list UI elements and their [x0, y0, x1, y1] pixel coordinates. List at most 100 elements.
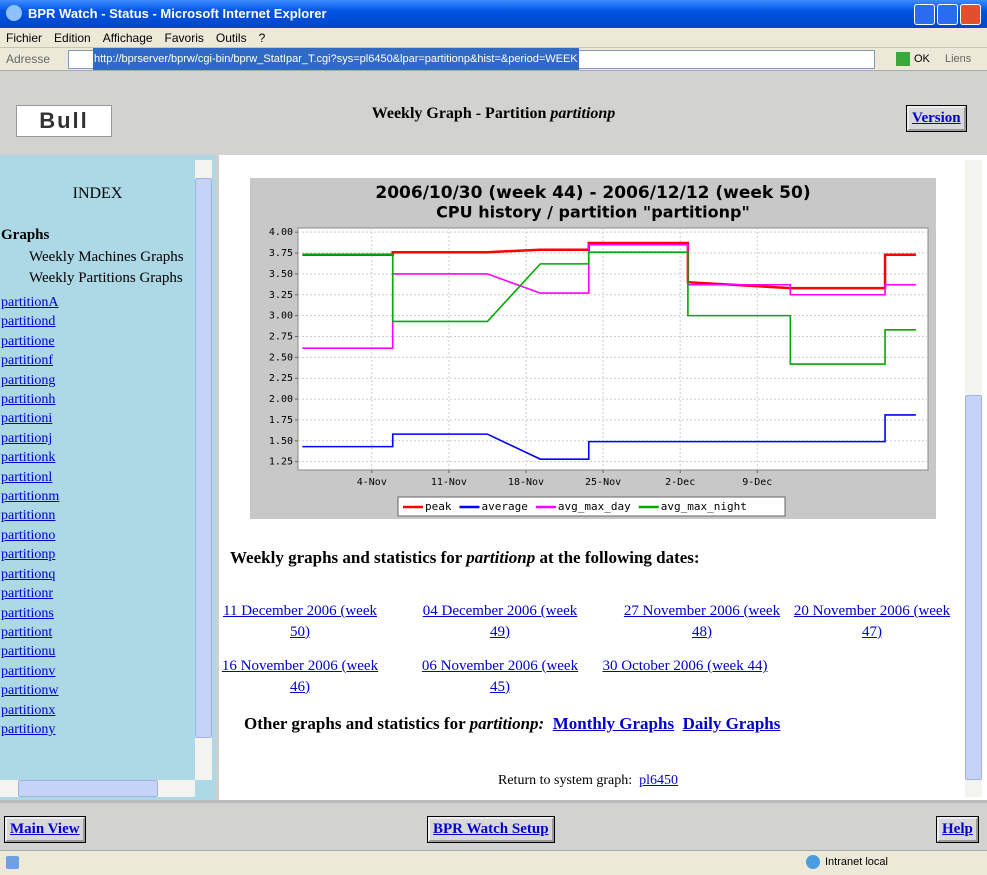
date-link[interactable]: 27 November 2006 (week 48): [623, 603, 781, 640]
links[interactable]: Liens: [945, 53, 972, 65]
page-title: Weekly Graph - Partition partitionp: [0, 105, 987, 123]
x-tick-label: 25-Nov: [585, 477, 621, 488]
partition-link[interactable]: partitione: [1, 333, 55, 349]
index-title: INDEX: [72, 185, 123, 202]
date-cell: 27 November 2006 (week 48): [617, 601, 787, 643]
daily-link[interactable]: Daily Graphs: [682, 714, 781, 733]
date-link[interactable]: 30 October 2006 (week 44): [602, 658, 768, 674]
partition-link[interactable]: partitiony: [1, 721, 56, 737]
partition-link[interactable]: partitionl: [1, 469, 53, 485]
menu-item[interactable]: Outils: [215, 31, 247, 45]
x-tick-label: 9-Dec: [742, 477, 772, 488]
legend-label: avg_max_day: [558, 500, 631, 513]
partition-link[interactable]: partitions: [1, 605, 54, 621]
menu-item[interactable]: Edition: [54, 31, 91, 45]
partition-link[interactable]: partitionA: [1, 295, 59, 310]
v-scrollbar[interactable]: [195, 160, 212, 780]
go[interactable]: OK: [914, 53, 930, 65]
y-tick-label: 4.00: [269, 227, 293, 238]
date-cell: 11 December 2006 (week 50): [215, 601, 385, 643]
x-tick-label: 4-Nov: [357, 477, 387, 488]
heading-end: at the following dates:: [535, 548, 700, 567]
partition-link[interactable]: partitionh: [1, 392, 56, 408]
index-item[interactable]: Weekly Machines Graphs: [29, 249, 184, 265]
title-em: partitionp: [550, 105, 616, 122]
y-tick-label: 1.25: [269, 457, 293, 468]
heading-text: Weekly graphs and statistics for: [230, 548, 467, 567]
setup-button[interactable]: BPR Watch Setup: [428, 817, 554, 842]
partition-link[interactable]: partitiono: [1, 527, 56, 543]
y-tick-label: 2.00: [269, 394, 293, 405]
partition-link[interactable]: partitiont: [1, 624, 53, 640]
partition-link[interactable]: partitionn: [1, 508, 56, 524]
maximize[interactable]: [937, 4, 958, 25]
date-link[interactable]: 20 November 2006 (week 47): [793, 603, 951, 640]
partition-link[interactable]: partitiong: [1, 372, 56, 388]
menu-item[interactable]: ?: [258, 31, 266, 45]
status-icon: [6, 856, 19, 869]
version-button[interactable]: Version: [907, 106, 966, 131]
go-icon[interactable]: [896, 52, 910, 66]
y-tick-label: 3.00: [269, 311, 293, 322]
dates-heading: Weekly graphs and statistics for partiti…: [230, 548, 700, 568]
v-scrollbar[interactable]: [965, 160, 982, 797]
scroll-thumb[interactable]: [965, 395, 982, 780]
x-tick-label: 18-Nov: [508, 477, 544, 488]
date-link[interactable]: 06 November 2006 (week 45): [421, 658, 579, 695]
address-label: Adresse: [6, 52, 51, 66]
partition-link[interactable]: partitionv: [1, 663, 56, 679]
h-scrollbar[interactable]: [0, 780, 195, 797]
logo: Bull: [16, 105, 112, 137]
partition-link[interactable]: partitioni: [1, 411, 53, 427]
partition-link[interactable]: partitionq: [1, 566, 56, 582]
y-tick-label: 1.75: [269, 415, 293, 426]
monthly-link[interactable]: Monthly Graphs: [552, 714, 675, 733]
partition-link[interactable]: partitionp: [1, 547, 56, 563]
menu-item[interactable]: Favoris: [164, 31, 204, 45]
legend-label: peak: [425, 500, 452, 513]
system-link[interactable]: pl6450: [639, 773, 679, 788]
zone: Intranet local: [825, 856, 888, 868]
menu-item[interactable]: Affichage: [102, 31, 153, 45]
y-tick-label: 2.75: [269, 331, 293, 342]
scroll-thumb[interactable]: [18, 780, 158, 797]
date-cell: 06 November 2006 (week 45): [415, 656, 585, 698]
series-line: [302, 243, 916, 349]
y-tick-label: 3.25: [269, 290, 293, 301]
date-cell: 30 October 2006 (week 44): [600, 656, 770, 677]
legend-label: avg_max_night: [661, 500, 747, 513]
plot-area: [297, 227, 929, 471]
help-button[interactable]: Help: [937, 817, 978, 842]
legend-label: average: [482, 500, 528, 513]
status-bar: Intranet local: [0, 850, 987, 875]
partition-link[interactable]: partitionk: [1, 450, 56, 466]
scroll-thumb[interactable]: [195, 178, 212, 738]
date-link[interactable]: 16 November 2006 (week 46): [221, 658, 379, 695]
other-em: partitionp:: [469, 714, 545, 733]
partition-link[interactable]: partitionm: [1, 489, 60, 505]
menu-item[interactable]: Fichier: [6, 31, 43, 45]
close[interactable]: [960, 4, 981, 25]
legend-box: [397, 496, 786, 517]
other-text: Other graphs and statistics for: [244, 714, 470, 733]
address-field[interactable]: http://bprserver/bprw/cgi-bin/bprw_StatI…: [68, 48, 875, 70]
date-link[interactable]: 11 December 2006 (week 50): [223, 603, 377, 640]
date-link[interactable]: 04 December 2006 (week 49): [422, 603, 578, 640]
partition-link[interactable]: partitionr: [1, 586, 54, 602]
chart-title: 2006/10/30 (week 44) - 2006/12/12 (week …: [375, 183, 810, 203]
heading-em: partitionp: [466, 548, 536, 567]
date-cell: 16 November 2006 (week 46): [215, 656, 385, 698]
index-items: Weekly Machines Graphs Weekly Partitions…: [29, 247, 193, 289]
index-item[interactable]: Weekly Partitions Graphs: [29, 270, 183, 286]
address-bar: Adresse http://bprserver/bprw/cgi-bin/bp…: [0, 48, 987, 71]
partition-link[interactable]: partitionx: [1, 702, 56, 718]
partition-link[interactable]: partitionf: [1, 353, 54, 369]
main-view-button[interactable]: Main View: [5, 817, 85, 842]
partition-link[interactable]: partitionj: [1, 430, 53, 446]
partition-link[interactable]: partitionu: [1, 644, 56, 660]
url: http://bprserver/bprw/cgi-bin/bprw_StatI…: [93, 48, 579, 70]
partition-link[interactable]: partitionw: [1, 683, 59, 699]
index-links: partitionA partitiond partitione partitionf…: [1, 293, 193, 779]
minimize[interactable]: [914, 4, 935, 25]
partition-link[interactable]: partitiond: [1, 314, 56, 330]
